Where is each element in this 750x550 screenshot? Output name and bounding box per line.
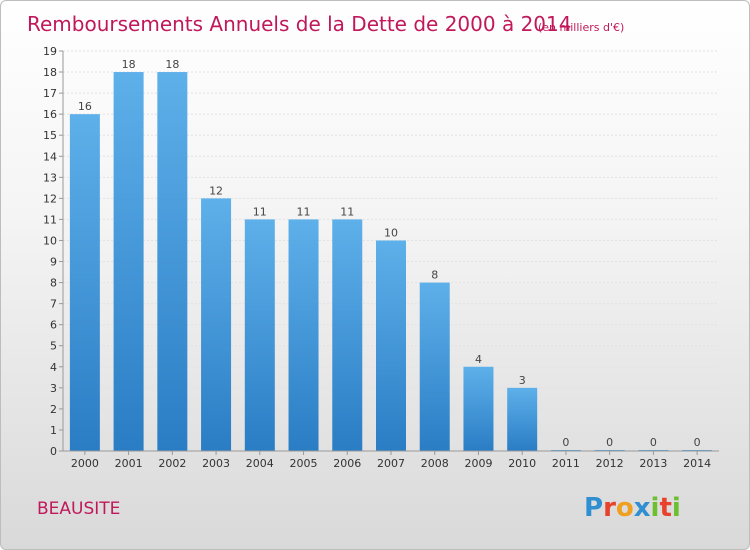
y-tick-label: 4 [50, 361, 57, 374]
bar [376, 240, 406, 451]
y-tick-label: 3 [50, 382, 57, 395]
y-tick-label: 9 [50, 256, 57, 269]
y-tick-label: 16 [43, 108, 57, 121]
y-tick-label: 6 [50, 319, 57, 332]
y-tick-label: 7 [50, 298, 57, 311]
y-tick-label: 19 [43, 45, 57, 58]
data-label: 8 [431, 269, 438, 282]
x-tick-label: 2008 [421, 457, 449, 470]
data-labels: 16 18 18 12 11 11 11 10 8 4 3 0 0 0 0 [78, 58, 701, 449]
x-tick-label: 2003 [202, 457, 230, 470]
data-label: 18 [122, 58, 136, 71]
chart-title: Remboursements Annuels de la Dette de 20… [27, 12, 571, 36]
y-tick-label: 8 [50, 277, 57, 290]
y-tick-label: 1 [50, 424, 57, 437]
y-tick-label: 17 [43, 87, 57, 100]
data-label: 16 [78, 100, 92, 113]
data-label: 0 [694, 436, 701, 449]
bar [463, 366, 494, 451]
y-tick-label: 14 [43, 150, 57, 163]
y-tick-label: 18 [43, 66, 57, 79]
x-tick-label: 2013 [639, 457, 667, 470]
data-label: 12 [209, 184, 223, 197]
x-tick-label: 2011 [552, 457, 580, 470]
chart-subtitle: (en milliers d'€) [538, 21, 624, 34]
data-label: 0 [606, 436, 613, 449]
bar [419, 282, 450, 451]
x-tick-label: 2009 [464, 457, 492, 470]
y-tick-label: 13 [43, 171, 57, 184]
bar [113, 72, 144, 451]
x-tick-label: 2002 [158, 457, 186, 470]
logo-letter: o [616, 493, 634, 523]
x-tick-label: 2007 [377, 457, 405, 470]
x-tick-label: 2005 [290, 457, 318, 470]
x-tick-label: 2010 [508, 457, 536, 470]
y-tick-label: 15 [43, 129, 57, 142]
bar-series [69, 72, 713, 451]
data-label: 0 [562, 436, 569, 449]
commune-name: BEAUSITE [37, 499, 120, 519]
data-label: 10 [384, 226, 398, 239]
bar [201, 198, 232, 451]
data-label: 4 [475, 353, 482, 366]
logo-letter: i [672, 493, 681, 523]
y-tick-label: 10 [43, 234, 57, 247]
logo-letter: r [603, 493, 616, 523]
x-tick-label: 2014 [683, 457, 711, 470]
logo-letter: P [584, 493, 603, 523]
bar [69, 114, 100, 451]
x-tick-label: 2001 [115, 457, 143, 470]
data-label: 11 [297, 205, 311, 218]
bar [332, 219, 363, 451]
data-label: 11 [253, 205, 267, 218]
y-tick-label: 0 [50, 445, 57, 458]
bar [157, 72, 188, 451]
x-tick-label: 2000 [71, 457, 99, 470]
proxiti-logo: Proxiti [584, 493, 681, 523]
y-tick-label: 11 [43, 213, 57, 226]
bar [507, 387, 538, 451]
y-tick-label: 12 [43, 192, 57, 205]
data-label: 11 [340, 205, 354, 218]
x-tick-label: 2006 [333, 457, 361, 470]
logo-letter: i [651, 493, 660, 523]
data-label: 18 [165, 58, 179, 71]
logo-letter: x [634, 493, 651, 523]
data-label: 0 [650, 436, 657, 449]
y-tick-label: 5 [50, 340, 57, 353]
bar [288, 219, 319, 451]
bar [244, 219, 275, 451]
x-axis: 2000 2001 2002 2003 2004 2005 2006 2007 2008 2009… [71, 451, 711, 470]
x-tick-label: 2012 [596, 457, 624, 470]
logo-letter: t [659, 493, 671, 523]
data-label: 3 [519, 374, 526, 387]
y-tick-label: 2 [50, 403, 57, 416]
x-tick-label: 2004 [246, 457, 274, 470]
